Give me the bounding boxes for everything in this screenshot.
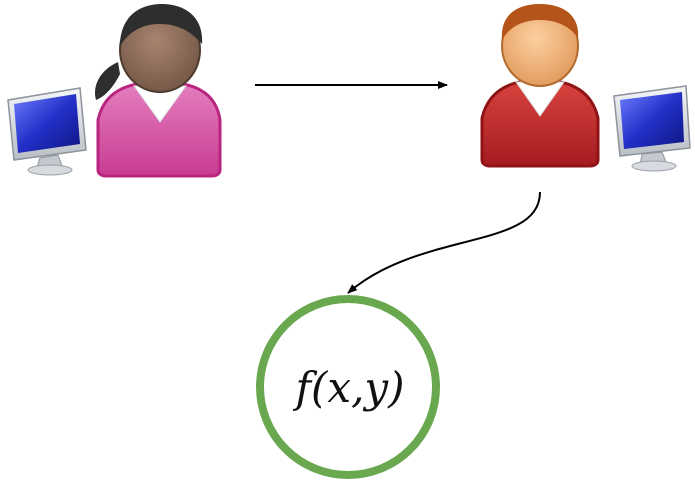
function-label: f(x,y) <box>292 363 404 412</box>
left-monitor-icon <box>7 87 87 176</box>
left-person-female-icon <box>94 4 222 178</box>
right-person-male-icon <box>480 4 600 168</box>
function-circle <box>256 295 440 479</box>
compute-arrow <box>347 191 541 294</box>
right-monitor-icon <box>613 85 691 172</box>
